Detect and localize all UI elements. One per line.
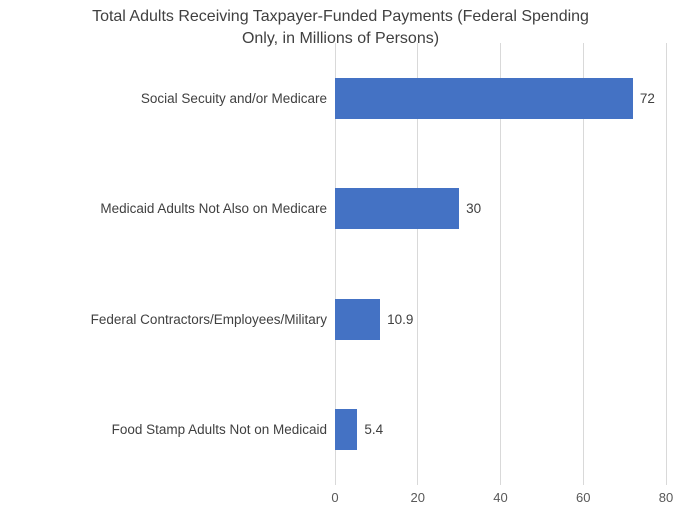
bar-row: Medicaid Adults Not Also on Medicare 30 <box>0 154 667 265</box>
bar-rows: Social Secuity and/or Medicare 72 Medica… <box>0 43 667 485</box>
bar-track: 10.9 <box>335 298 666 340</box>
x-axis: 0 20 40 60 80 <box>331 490 673 510</box>
bar-track: 5.4 <box>335 409 666 451</box>
value-label: 10.9 <box>387 311 414 327</box>
x-tick-label: 20 <box>410 490 425 505</box>
plot-area <box>334 43 667 485</box>
x-tick-label: 80 <box>658 490 674 505</box>
bar <box>335 77 633 119</box>
x-tick-label: 60 <box>576 490 591 505</box>
category-label: Medicaid Adults Not Also on Medicare <box>100 201 327 217</box>
chart-title-line-1: Total Adults Receiving Taxpayer-Funded P… <box>92 8 589 25</box>
value-label: 5.4 <box>364 422 384 438</box>
x-tick-label: 40 <box>493 490 508 505</box>
bar-row: Federal Contractors/Employees/Military 1… <box>0 264 667 375</box>
gridline <box>334 43 336 485</box>
gridline <box>500 43 501 485</box>
bar <box>335 188 460 230</box>
gridline <box>665 43 667 485</box>
bar-row: Food Stamp Adults Not on Medicaid 5.4 <box>0 375 667 486</box>
value-label: 72 <box>639 90 655 106</box>
chart-title-line-2: Only, in Millions of Persons) <box>241 30 440 47</box>
category-label: Social Secuity and/or Medicare <box>140 90 327 106</box>
bar-track: 30 <box>335 188 666 230</box>
category-label: Federal Contractors/Employees/Military <box>90 311 327 327</box>
gridline <box>582 43 584 485</box>
bar-row: Social Secuity and/or Medicare 72 <box>0 43 667 154</box>
gridline <box>417 43 419 485</box>
chart-title: Total Adults Receiving Taxpayer-Funded P… <box>0 6 681 50</box>
value-label: 30 <box>466 201 482 217</box>
bar <box>335 409 358 451</box>
bar-track: 72 <box>335 77 666 119</box>
x-tick-label: 0 <box>331 490 339 505</box>
bar <box>335 298 381 340</box>
category-label: Food Stamp Adults Not on Medicaid <box>111 422 327 438</box>
